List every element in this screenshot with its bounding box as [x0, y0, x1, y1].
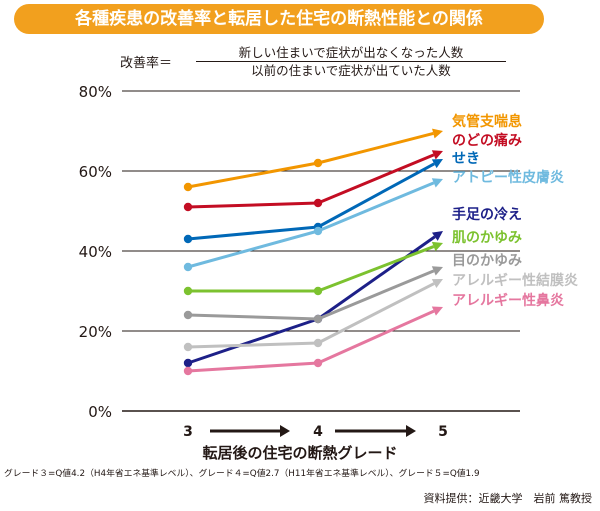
data-point	[183, 366, 193, 376]
series-line	[188, 245, 435, 293]
data-point	[313, 198, 323, 208]
fraction-bar	[196, 61, 506, 62]
data-point	[183, 358, 193, 368]
series-label: アレルギー性鼻炎	[452, 292, 564, 309]
series-label: 肌のかゆみ	[452, 230, 522, 246]
data-source: 資料提供：近畿大学 岩前 篤教授	[423, 492, 593, 505]
data-point	[313, 158, 323, 168]
chart-title: 各種疾患の改善率と転居した住宅の断熱性能との関係	[75, 9, 483, 29]
x-tick-label: 3	[183, 424, 193, 440]
data-point	[313, 338, 323, 348]
improvement-rate-formula: 改善率＝ 新しい住まいで症状が出なくなった人数 以前の住まいで症状が出ていた人数	[120, 44, 520, 80]
grade-footnote: グレード３=Q値4.2（H4年省エネ基準レベル）、グレード４=Q値2.7（H11…	[4, 469, 480, 479]
grade-arrow-head	[280, 425, 290, 437]
formula-fraction: 新しい住まいで症状が出なくなった人数 以前の住まいで症状が出ていた人数	[192, 44, 510, 79]
series-arrow-head	[431, 159, 443, 169]
series-label: せき	[452, 151, 480, 167]
grade-arrow-head	[406, 425, 416, 437]
series-line	[187, 269, 435, 321]
data-point	[313, 286, 323, 296]
series-arrow-head	[431, 150, 443, 160]
x-tick-label: 5	[438, 424, 448, 440]
y-tick-label: 40%	[79, 243, 112, 261]
series-label: 目のかゆみ	[452, 253, 522, 269]
series-arrow-head	[432, 128, 443, 139]
y-tick-label: 0%	[88, 403, 112, 421]
series-arrow-head	[431, 241, 443, 252]
series-line	[187, 132, 434, 189]
data-point	[313, 358, 323, 368]
series-arrow-head	[431, 306, 443, 316]
series-label: アレルギー性結膜炎	[452, 272, 578, 289]
series-line	[187, 162, 435, 241]
series-arrow-head	[431, 231, 443, 241]
series-label: 手足の冷え	[452, 206, 522, 223]
data-point	[313, 314, 323, 324]
data-point	[183, 342, 193, 352]
data-point	[183, 262, 193, 272]
y-tick-label: 80%	[79, 83, 112, 101]
series-arrow-head	[431, 279, 443, 289]
series-label: アトピー性皮膚炎	[452, 169, 564, 186]
series-line	[187, 181, 435, 269]
y-tick-label: 20%	[79, 323, 112, 341]
x-tick-label: 4	[313, 424, 323, 440]
data-point	[183, 202, 193, 212]
title-banner: 各種疾患の改善率と転居した住宅の断熱性能との関係	[14, 4, 544, 34]
data-point	[183, 310, 193, 320]
series-label: のどの痛み	[452, 132, 522, 149]
data-point	[313, 226, 323, 236]
y-tick-label: 60%	[79, 163, 112, 181]
data-point	[183, 234, 193, 244]
x-axis-label: 転居後の住宅の断熱グレード	[202, 444, 397, 462]
data-point	[183, 182, 193, 192]
data-point	[183, 286, 193, 296]
formula-numerator: 新しい住まいで症状が出なくなった人数	[238, 45, 464, 60]
series-arrow-head	[431, 266, 443, 276]
formula-denominator: 以前の住まいで症状が出ていた人数	[251, 63, 451, 78]
formula-label: 改善率＝	[120, 56, 173, 71]
series-label: 気管支喘息	[452, 113, 522, 130]
series-arrow-head	[431, 178, 443, 188]
